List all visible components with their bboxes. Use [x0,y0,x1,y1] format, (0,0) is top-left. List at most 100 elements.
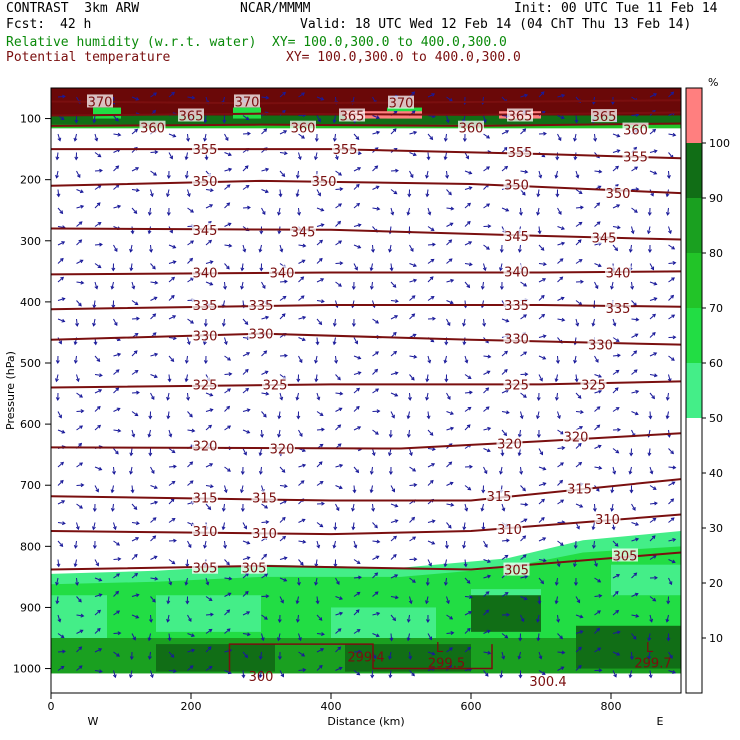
wind-arrow-head [388,471,393,475]
wind-arrow [242,185,250,190]
theta-label-bg [178,108,204,122]
theta-label: 360 [459,122,484,137]
wind-arrow-head [518,637,523,642]
wind-arrow [594,170,602,173]
wind-arrow-head [332,322,337,327]
wind-arrow-head [186,193,191,198]
wind-arrow-head [351,526,356,531]
wind-arrow-head [151,470,155,475]
wind-arrow-head [629,452,634,457]
wind-arrow-head [116,610,121,614]
wind-arrow [426,189,429,197]
wind-arrow [57,462,64,468]
wind-arrow-head [616,204,621,208]
wind-arrow-head [60,276,65,281]
wind-arrow-head [295,600,300,605]
theta-label: 320 [270,443,295,458]
wind-arrow-head [278,193,283,198]
wind-arrow-head [573,359,578,364]
wind-arrow-head [208,597,213,602]
wind-arrow [94,670,102,673]
wind-arrow-head [79,259,84,264]
wind-arrow-head [153,172,158,176]
wind-arrow [74,559,77,567]
wind-arrow [538,314,545,320]
wind-arrow-head [375,388,380,393]
wind-arrow-head [191,95,196,100]
theta-label: 350 [193,175,218,190]
wind-arrow-head [431,463,436,467]
wind-arrow-head [591,526,596,531]
wind-arrow-head [357,355,362,360]
wind-arrow [113,133,121,136]
theta-label-bg [507,145,533,159]
theta-label: 345 [193,224,218,239]
wind-arrow-head [615,449,620,454]
wind-arrow [668,314,675,320]
wind-arrow-head [487,574,492,579]
wind-arrow-head [203,119,208,124]
wind-arrow [483,670,489,677]
wind-arrow [612,466,616,474]
wind-arrow [242,573,249,579]
wind-arrow-head [295,193,300,198]
wind-arrow-head [318,461,323,466]
wind-arrow-head [443,581,448,586]
wind-arrow [76,189,84,193]
wind-arrow [335,221,341,227]
wind-arrow [261,554,267,560]
east-label: E [657,715,664,728]
wind-arrow-head [166,396,170,401]
wind-arrow [242,540,250,544]
wind-arrow [94,485,99,492]
wind-arrow [631,593,639,597]
wind-arrow [150,577,158,580]
wind-arrow [500,466,503,474]
wind-arrow [649,352,657,357]
wind-arrow [555,374,558,382]
wind-arrow [649,411,652,419]
wind-arrow-head [203,360,208,364]
wind-arrow [446,482,454,486]
wind-arrow-head [444,341,449,346]
wind-arrow [483,387,489,394]
wind-arrow [427,633,432,640]
y-tick-label: 700 [20,479,41,492]
wind-arrow [594,374,602,378]
wind-arrow [113,115,119,122]
wind-arrow [76,281,84,284]
wind-arrow-head [337,628,342,632]
theta-contour-335 [50,303,682,311]
wind-arrow-head [411,313,416,318]
wind-arrow [631,207,638,213]
wind-arrow-head [555,193,560,198]
wind-arrow-head [466,424,471,429]
theta-label: 345 [592,232,617,247]
wind-arrow [446,222,453,227]
wind-arrow-head [429,276,434,281]
wind-arrow-head [633,369,638,374]
wind-arrow-head [594,285,599,290]
wind-arrow-head [393,190,398,195]
wind-arrow-head [80,613,85,618]
wind-arrow-head [406,211,411,216]
wind-arrow-head [432,316,436,321]
wind-arrow [427,463,435,468]
wind-arrow-head [540,580,544,585]
wind-arrow [555,577,558,585]
wind-arrow-head [464,507,469,512]
wind-arrow-head [98,373,103,378]
wind-arrow [390,503,398,507]
wind-arrow-head [55,360,60,364]
wind-arrow-head [221,322,226,327]
wind-arrow [483,559,491,563]
wind-arrow-head [318,664,323,669]
wind-arrow-head [92,304,97,309]
wind-arrow [446,614,453,620]
wind-arrow-head [263,553,268,558]
wind-arrow-head [168,433,173,438]
wind-arrow [353,629,361,634]
theta-label-bg [234,94,260,108]
wind-arrow-head [672,335,677,340]
wind-arrow [150,151,158,153]
